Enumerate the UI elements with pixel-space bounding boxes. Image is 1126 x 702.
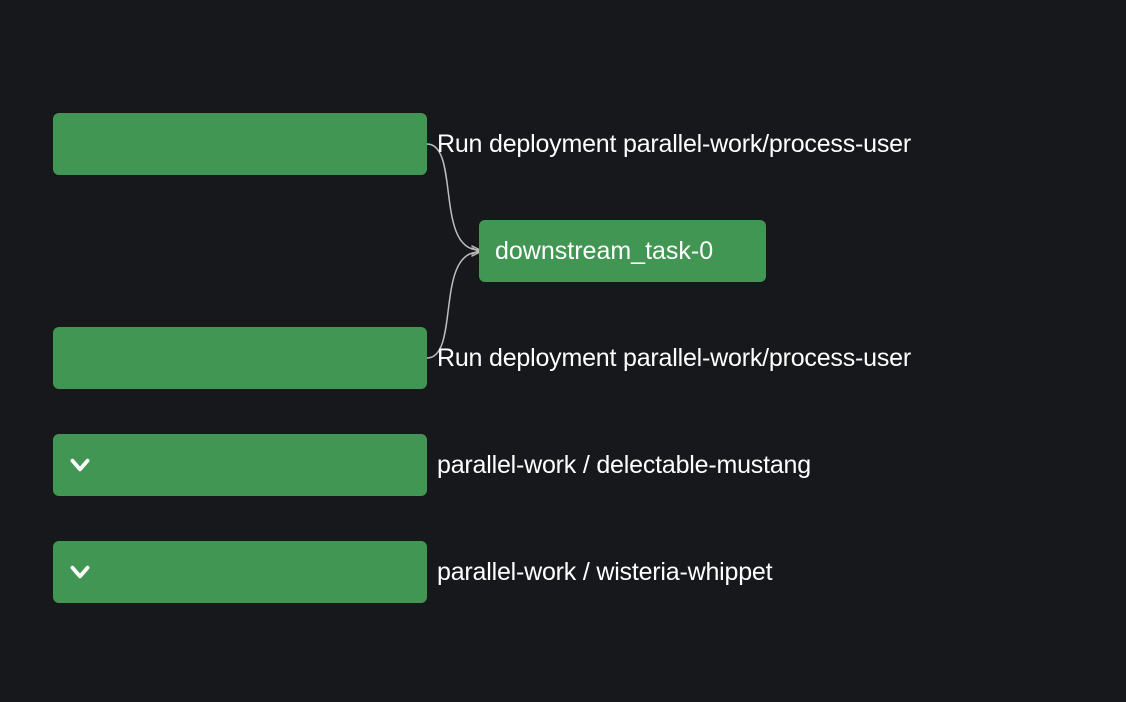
edge-a-to-downstream — [427, 144, 479, 250]
node-flow-d[interactable] — [53, 541, 427, 603]
chevron-down-icon[interactable] — [67, 452, 93, 478]
node-label: parallel-work / wisteria-whippet — [437, 558, 772, 587]
node-task-b[interactable] — [53, 327, 427, 389]
edge-b-to-downstream — [427, 252, 479, 358]
node-label: downstream_task-0 — [495, 237, 713, 266]
node-label: Run deployment parallel-work/process-use… — [437, 344, 911, 373]
node-label: Run deployment parallel-work/process-use… — [437, 130, 911, 159]
chevron-down-icon[interactable] — [67, 559, 93, 585]
node-task-a[interactable] — [53, 113, 427, 175]
node-flow-c[interactable] — [53, 434, 427, 496]
node-label: parallel-work / delectable-mustang — [437, 451, 811, 480]
node-downstream[interactable]: downstream_task-0 — [479, 220, 766, 282]
workflow-canvas: Run deployment parallel-work/process-use… — [0, 0, 1126, 702]
